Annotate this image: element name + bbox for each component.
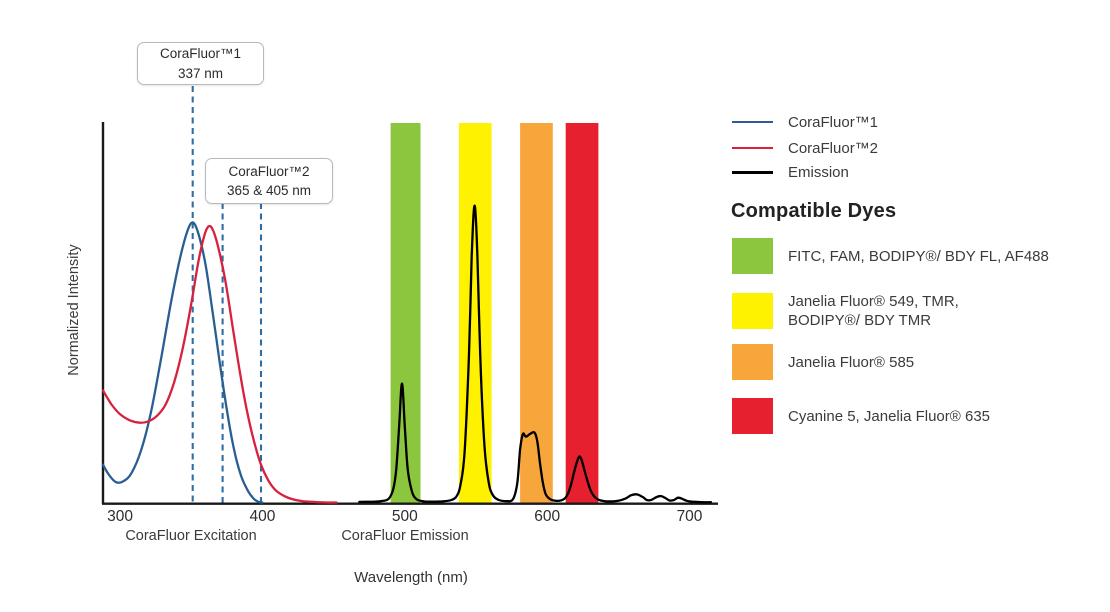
legend-label: Emission [788, 163, 849, 181]
x-tick-label: 300 [107, 508, 133, 525]
dye-label: FITC, FAM, BODIPY®/ BDY FL, AF488 [788, 247, 1049, 265]
dye-row-green: FITC, FAM, BODIPY®/ BDY FL, AF488 [732, 238, 1049, 274]
x-tick-label: 400 [249, 508, 275, 525]
annotation-corafluor1-wavelength: 337 nm [177, 65, 224, 81]
dye-row-orange: Janelia Fluor® 585 [732, 344, 914, 380]
emission-caption: CoraFluor Emission [341, 528, 469, 544]
JF549-TMR-filter [458, 123, 492, 503]
dye-label: Janelia Fluor® 549, TMR, BODIPY®/ BDY TM… [788, 293, 959, 329]
corafluor2-line-swatch [732, 146, 773, 150]
orange-filter-swatch [732, 344, 773, 380]
x-axis-label: Wavelength (nm) [354, 569, 468, 586]
x-tick-label: 700 [677, 508, 703, 525]
annotation-corafluor2-title: CoraFluor™2 [228, 163, 310, 179]
legend-item-emission: Emission [732, 163, 849, 181]
dye-label: Cyanine 5, Janelia Fluor® 635 [788, 407, 991, 425]
series-curve-1 [101, 224, 338, 504]
excitation-caption: CoraFluor Excitation [125, 528, 257, 544]
yellow-filter-swatch [732, 293, 773, 329]
corafluor1-line-swatch [732, 120, 773, 124]
legend-item-corafluor2: CoraFluor™2 [732, 139, 879, 157]
annotation-corafluor1: CoraFluor™1 337 nm [137, 42, 264, 85]
Cy5-JF635-filter [565, 123, 599, 503]
emission-line-swatch [732, 170, 773, 174]
y-axis-label: Normalized Intensity [66, 244, 82, 376]
red-filter-swatch [732, 398, 773, 434]
annotation-corafluor2-wavelength: 365 & 405 nm [226, 183, 312, 198]
series-curve-2 [358, 204, 713, 504]
dye-label: Janelia Fluor® 585 [788, 353, 915, 371]
legend-label: CoraFluor™2 [788, 139, 879, 157]
series-curve-0 [101, 221, 264, 504]
compatible-dyes-heading: Compatible Dyes [731, 200, 897, 222]
legend-item-corafluor1: CoraFluor™1 [732, 113, 879, 131]
legend-label: CoraFluor™1 [788, 113, 879, 131]
JF585-filter [520, 123, 553, 503]
dye-row-yellow: Janelia Fluor® 549, TMR, BODIPY®/ BDY TM… [732, 292, 959, 330]
green-filter-swatch [732, 238, 773, 274]
x-tick-label: 600 [534, 508, 560, 525]
annotation-corafluor2: CoraFluor™2 365 & 405 nm [205, 158, 333, 204]
x-tick-label: 500 [392, 508, 418, 525]
annotation-corafluor1-title: CoraFluor™1 [159, 46, 242, 62]
dye-row-red: Cyanine 5, Janelia Fluor® 635 [732, 398, 990, 434]
